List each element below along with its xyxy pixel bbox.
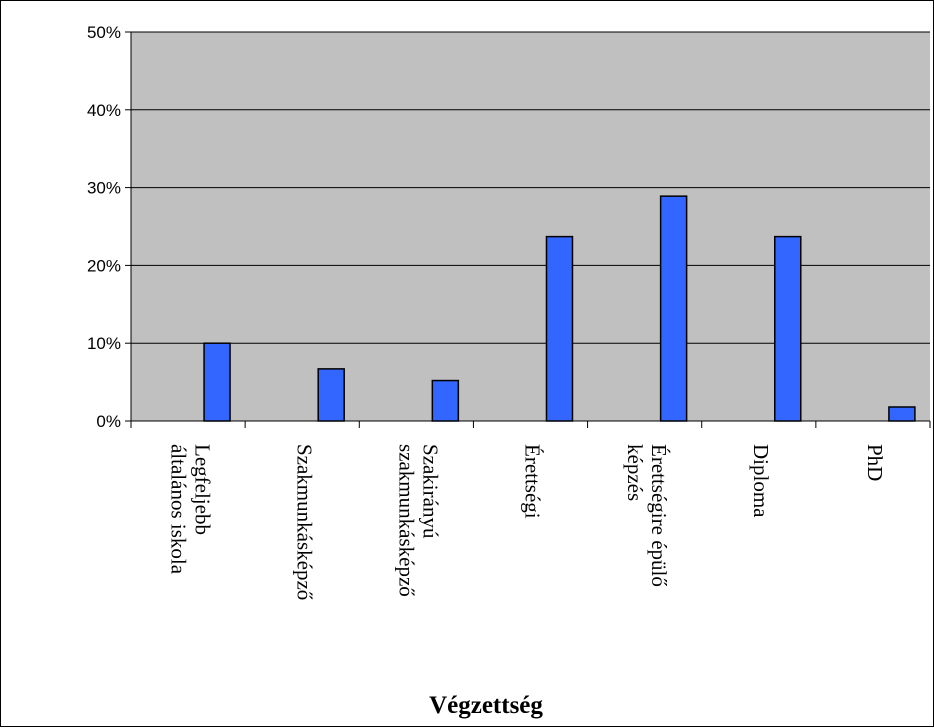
y-tick-labels: 0% 10% 20% 30% 40% 50% (87, 23, 121, 431)
y-tick-label: 10% (87, 334, 121, 353)
x-category-label: Szakirányú (419, 444, 443, 539)
x-axis-title: Végzettség (429, 692, 543, 719)
x-category-label: szakmunkásképző (395, 444, 419, 597)
bar (888, 406, 916, 422)
plot-area (131, 32, 930, 421)
x-category-label: Diploma (749, 444, 773, 518)
x-category-label: általános iskola (166, 444, 190, 575)
x-category-label: Érettségire épülő (647, 444, 671, 587)
bar (317, 368, 345, 422)
y-tick-label: 0% (96, 412, 121, 431)
gridlines (125, 31, 930, 422)
x-category-label: Legfeljebb (190, 444, 214, 535)
bar (659, 195, 688, 422)
x-category-label: Érettségi (521, 444, 545, 519)
x-category-label: PhD (863, 444, 887, 481)
x-category-label: Szakmunkásképző (292, 444, 316, 600)
x-category-label: képzés (623, 444, 647, 501)
bar (545, 235, 574, 422)
y-tick-label: 30% (87, 179, 121, 198)
y-tick-label: 20% (87, 256, 121, 275)
y-tick-label: 40% (87, 101, 121, 120)
bar (431, 379, 460, 422)
bar (774, 235, 802, 422)
bar (203, 342, 231, 422)
y-tick-label: 50% (87, 23, 121, 42)
axes (130, 32, 931, 428)
